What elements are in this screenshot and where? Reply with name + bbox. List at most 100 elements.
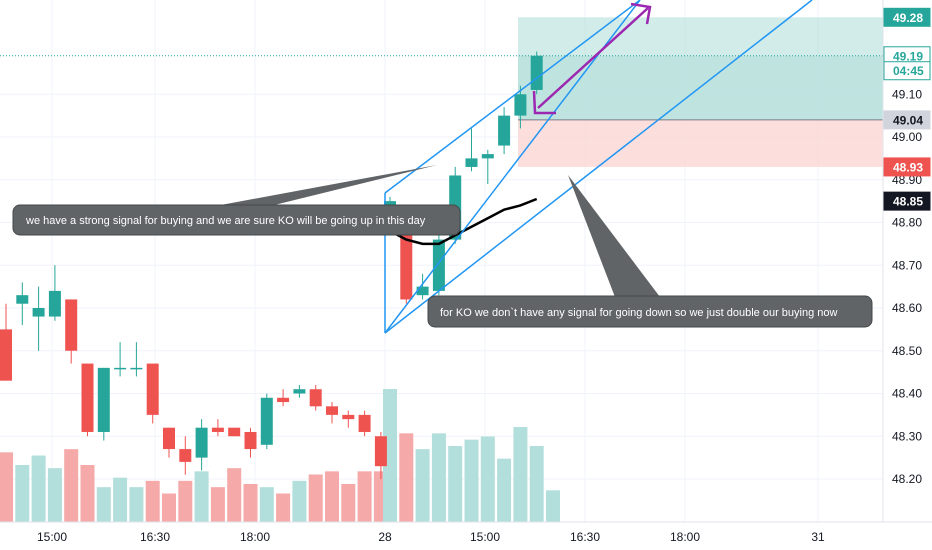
volume-bar	[357, 471, 372, 522]
arrow-head-down	[532, 90, 556, 115]
candle-body	[530, 55, 543, 90]
volume-bar	[227, 468, 242, 522]
callouts[interactable]: we have a strong signal for buying and w…	[12, 165, 873, 328]
volume-bar	[0, 452, 13, 522]
volume-bar	[308, 474, 323, 522]
volume-bar	[47, 468, 62, 522]
price-tag	[883, 191, 931, 211]
volume-bar	[145, 480, 160, 522]
volume-bar	[129, 487, 144, 522]
time-axis-label: 15:00	[470, 530, 500, 544]
candle-body	[48, 290, 61, 317]
volume-bar	[80, 465, 95, 522]
time-axis-label: 15:00	[37, 530, 67, 544]
candle-body	[514, 94, 527, 116]
callout-pointer	[210, 165, 437, 211]
volume-bar	[341, 484, 356, 522]
candle-body	[32, 308, 45, 317]
price-tag-label: 48.85	[893, 195, 923, 209]
candle-body	[309, 389, 322, 407]
candle-body	[130, 367, 143, 370]
measure-arrow-line	[537, 7, 649, 109]
volume-bar	[64, 449, 79, 522]
price-tag	[883, 110, 931, 130]
callout-text: for KO we don`t have any signal for goin…	[440, 307, 838, 319]
price-axis-label: 48.70	[892, 258, 922, 272]
price-axis-label: 48.40	[892, 387, 922, 401]
channel-upper-edge	[384, 0, 641, 194]
time-axis[interactable]: 15:00 16:30 18:00 28 15:00 16:30 18:00 31	[37, 530, 825, 544]
candle-body	[146, 363, 159, 415]
drawings[interactable]	[384, 0, 813, 334]
volume-bar	[210, 487, 225, 522]
callout-box	[12, 204, 461, 236]
volume-bar	[546, 490, 560, 522]
volume-bar	[383, 389, 397, 522]
time-axis-label: 18:00	[670, 530, 700, 544]
price-tag-label: 49.28	[893, 11, 923, 25]
price-tag-label: 49.19	[893, 49, 923, 63]
volume-bar	[162, 493, 176, 522]
candle-body	[374, 436, 387, 467]
time-axis-label: 16:30	[140, 530, 170, 544]
candle-body	[0, 329, 12, 381]
candle-body	[260, 397, 273, 445]
volume-bar	[464, 439, 479, 522]
candle-body	[81, 363, 94, 432]
callout-text: we have a strong signal for buying and w…	[25, 215, 426, 227]
callout-box	[427, 295, 873, 328]
time-axis-label: 28	[378, 530, 392, 544]
price-tag-label: 04:45	[893, 64, 924, 78]
price-axis-label: 49.00	[892, 130, 922, 144]
candle-body	[16, 295, 29, 304]
volume-bar	[415, 449, 430, 522]
volume-bar	[497, 458, 512, 522]
volume-bar	[31, 455, 46, 522]
candle-body	[228, 427, 241, 437]
price-tag	[883, 7, 931, 27]
candle-body	[481, 154, 494, 159]
candle-body	[179, 449, 192, 462]
candle-body	[211, 427, 224, 432]
candle-body	[244, 431, 257, 450]
price-axis-label: 48.60	[892, 301, 922, 315]
candle-body	[465, 158, 478, 167]
volume-bars	[0, 389, 560, 522]
candle-body	[195, 427, 208, 458]
candle-body	[65, 299, 78, 351]
time-axis-label: 16:30	[570, 530, 600, 544]
arrow-head-up	[630, 2, 652, 25]
candle-body	[277, 397, 290, 403]
candle-body	[326, 406, 338, 415]
volume-bar	[276, 493, 291, 522]
candle-body	[498, 115, 511, 146]
candle-body	[97, 367, 110, 432]
volume-bar	[259, 487, 274, 522]
volume-bar	[399, 433, 414, 522]
candle-body	[293, 389, 306, 394]
volume-bar	[243, 484, 258, 522]
time-axis-label: 31	[811, 530, 825, 544]
price-tag	[883, 157, 931, 177]
callout-pointer	[568, 175, 660, 297]
channel-lower-line	[384, 0, 813, 334]
candle-body	[163, 427, 175, 450]
price-axis-label: 48.20	[892, 472, 922, 486]
volume-bar	[292, 480, 307, 522]
volume-bar	[513, 427, 528, 522]
volume-bar	[529, 446, 544, 522]
price-axis-label: 48.50	[892, 344, 922, 358]
price-axis-label: 49.10	[892, 87, 922, 101]
volume-bar	[431, 433, 446, 522]
volume-bar	[480, 436, 495, 522]
candle-body	[342, 414, 355, 420]
volume-bar	[15, 465, 30, 522]
position-zones[interactable]	[0, 17, 883, 167]
price-axis-label: 48.30	[892, 429, 922, 443]
price-tag-label: 49.04	[893, 113, 923, 127]
candle-body	[416, 286, 429, 296]
volume-bar	[96, 487, 111, 522]
volume-bar	[325, 471, 339, 522]
